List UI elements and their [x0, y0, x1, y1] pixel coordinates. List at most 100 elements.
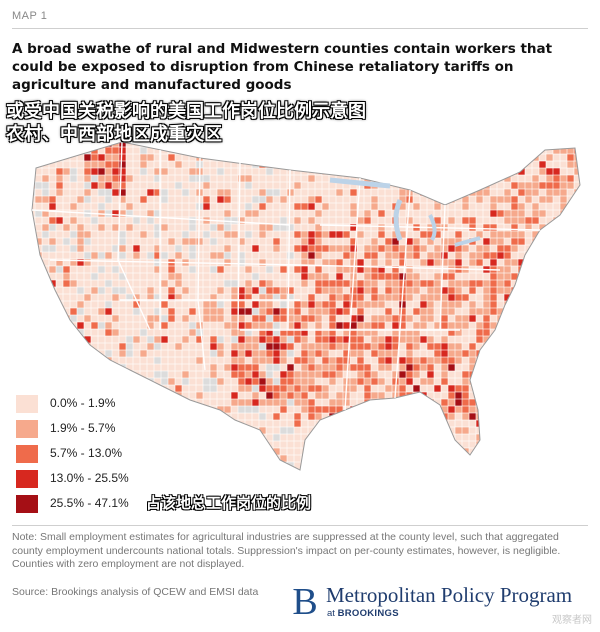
county-cell	[413, 476, 420, 483]
county-cell	[525, 308, 532, 315]
state-borders	[31, 141, 541, 411]
county-cell	[497, 455, 504, 462]
county-cell	[504, 161, 511, 168]
county-cell	[189, 441, 196, 448]
county-cell	[574, 329, 580, 336]
county-cell	[371, 413, 378, 420]
county-cell	[98, 364, 105, 371]
county-cell	[392, 427, 399, 434]
county-cell	[553, 308, 560, 315]
county-cell	[511, 364, 518, 371]
county-cell	[567, 259, 574, 266]
county-cell	[84, 371, 91, 378]
county-cell	[518, 406, 525, 413]
county-cell	[539, 315, 546, 322]
county-cell	[490, 413, 497, 420]
county-cell	[392, 462, 399, 469]
county-cell	[560, 245, 567, 252]
county-cell	[364, 448, 371, 455]
county-cell	[504, 336, 511, 343]
county-cell	[35, 301, 42, 308]
county-cell	[406, 413, 413, 420]
county-cell	[574, 287, 580, 294]
county-cell	[560, 476, 567, 483]
county-cell	[532, 252, 539, 259]
county-cell	[378, 462, 385, 469]
county-cell	[490, 378, 497, 385]
county-cell	[504, 357, 511, 364]
county-cell	[490, 469, 497, 470]
legend-swatch	[16, 470, 38, 488]
county-cell	[511, 154, 518, 161]
county-cell	[385, 427, 392, 434]
county-cell	[322, 427, 329, 434]
county-cell	[518, 294, 525, 301]
county-cell	[371, 476, 378, 483]
county-cell	[532, 259, 539, 266]
county-cell	[49, 343, 56, 350]
county-cell	[546, 343, 553, 350]
county-cell	[343, 420, 350, 427]
county-cell	[343, 469, 350, 470]
county-cell	[203, 420, 210, 427]
program-affiliation: at BROOKINGS	[327, 608, 399, 619]
county-cell	[581, 448, 588, 455]
county-cell	[245, 147, 252, 154]
county-cell	[273, 462, 280, 469]
county-cell	[196, 455, 203, 462]
county-cell	[70, 413, 77, 420]
county-cell	[511, 294, 518, 301]
county-cell	[574, 196, 580, 203]
county-cell	[483, 455, 490, 462]
county-cell	[546, 476, 553, 483]
county-cell	[553, 280, 560, 287]
county-cell	[301, 462, 308, 469]
map-title: A broad swathe of rural and Midwestern c…	[12, 41, 553, 93]
county-cell	[518, 420, 525, 427]
county-cell	[231, 441, 238, 448]
county-cell	[182, 448, 189, 455]
county-cell	[462, 476, 469, 483]
county-cell	[553, 259, 560, 266]
county-cell	[427, 142, 434, 147]
county-cell	[182, 469, 189, 470]
county-cell	[32, 350, 35, 357]
county-cell	[413, 406, 420, 413]
county-cell	[406, 427, 413, 434]
county-cell	[483, 378, 490, 385]
county-cell	[364, 413, 371, 420]
county-cell	[154, 462, 161, 469]
county-cell	[539, 322, 546, 329]
county-cell	[70, 364, 77, 371]
county-cell	[385, 455, 392, 462]
county-cell	[567, 224, 574, 231]
county-cell	[273, 476, 280, 483]
county-cell	[315, 448, 322, 455]
county-cell	[98, 385, 105, 392]
county-cell	[560, 252, 567, 259]
source-line: Source: Brookings analysis of QCEW and E…	[12, 586, 259, 598]
county-cell	[518, 357, 525, 364]
county-cell	[280, 154, 287, 161]
county-cell	[518, 308, 525, 315]
county-cell	[581, 140, 588, 147]
county-cell	[63, 462, 70, 469]
county-cell	[476, 142, 483, 147]
county-cell	[546, 434, 553, 441]
legend-item: 5.7% - 13.0%	[16, 445, 176, 463]
county-cell	[280, 161, 287, 168]
county-cell	[448, 147, 455, 154]
county-cell	[238, 455, 245, 462]
county-cell	[175, 406, 182, 413]
county-cell	[322, 441, 329, 448]
county-cell	[32, 259, 35, 266]
county-cell	[560, 217, 567, 224]
county-cell	[560, 420, 567, 427]
county-cell	[231, 154, 238, 161]
county-cell	[574, 238, 580, 245]
county-cell	[420, 399, 427, 406]
county-cell	[483, 154, 490, 161]
county-cell	[469, 142, 476, 147]
county-cell	[32, 385, 35, 392]
county-cell	[567, 336, 574, 343]
